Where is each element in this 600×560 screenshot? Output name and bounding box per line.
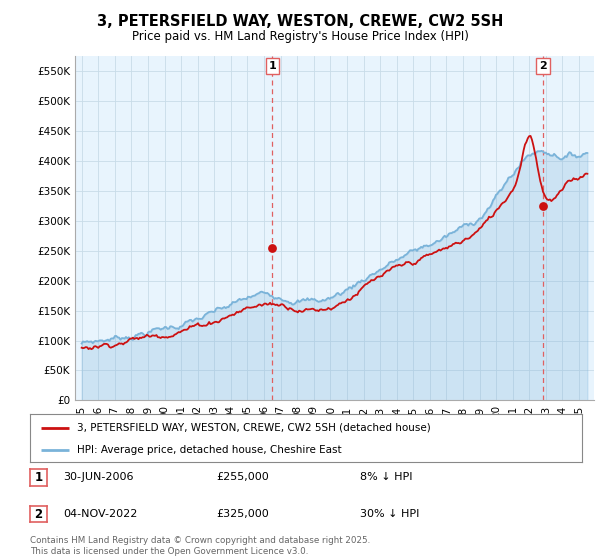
Text: 30-JUN-2006: 30-JUN-2006 [63,472,133,482]
Text: Contains HM Land Registry data © Crown copyright and database right 2025.
This d: Contains HM Land Registry data © Crown c… [30,536,370,556]
Text: 3, PETERSFIELD WAY, WESTON, CREWE, CW2 5SH: 3, PETERSFIELD WAY, WESTON, CREWE, CW2 5… [97,14,503,29]
Point [538,201,548,210]
Text: 2: 2 [34,507,43,521]
Text: HPI: Average price, detached house, Cheshire East: HPI: Average price, detached house, Ches… [77,445,341,455]
Text: 04-NOV-2022: 04-NOV-2022 [63,508,137,519]
Text: 8% ↓ HPI: 8% ↓ HPI [360,472,413,482]
Text: £255,000: £255,000 [216,472,269,482]
Text: Price paid vs. HM Land Registry's House Price Index (HPI): Price paid vs. HM Land Registry's House … [131,30,469,43]
Text: 1: 1 [34,471,43,484]
Text: 1: 1 [268,61,276,71]
Point [268,243,277,252]
Text: 3, PETERSFIELD WAY, WESTON, CREWE, CW2 5SH (detached house): 3, PETERSFIELD WAY, WESTON, CREWE, CW2 5… [77,423,431,433]
Text: 30% ↓ HPI: 30% ↓ HPI [360,508,419,519]
Text: £325,000: £325,000 [216,508,269,519]
Text: 2: 2 [539,61,547,71]
